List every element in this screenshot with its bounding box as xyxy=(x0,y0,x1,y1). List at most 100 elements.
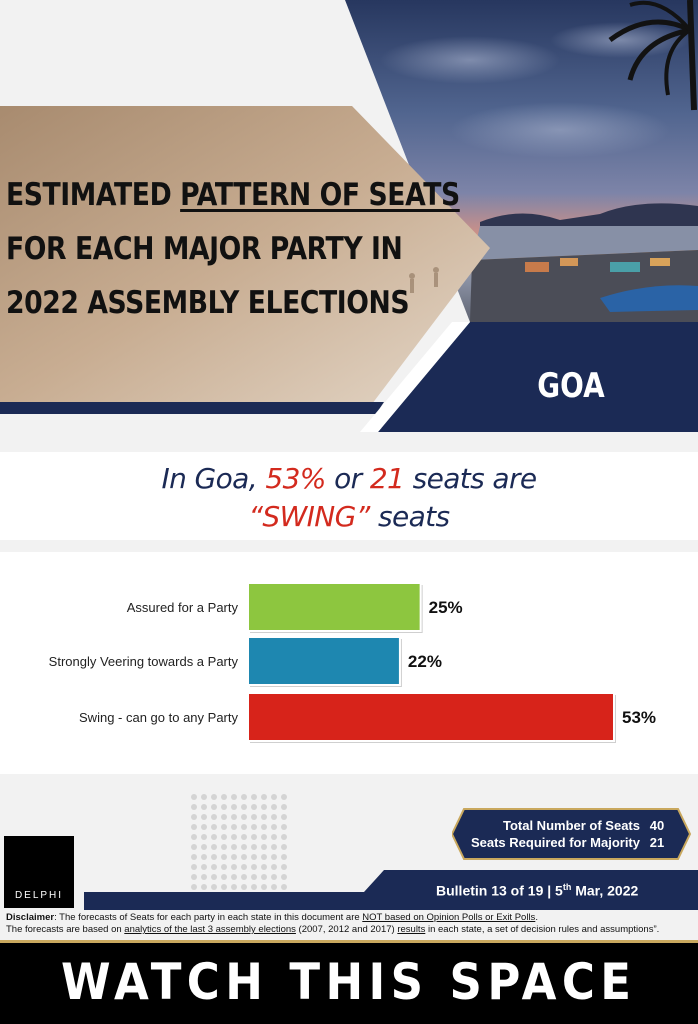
dot xyxy=(211,824,217,830)
dot xyxy=(251,804,257,810)
dot xyxy=(201,844,207,850)
dot xyxy=(201,884,207,890)
delphi-logo: DELPHI xyxy=(4,836,74,908)
total-seats-row: Total Number of Seats 40 xyxy=(452,818,674,833)
dot xyxy=(281,864,287,870)
headline-swing: “SWING” xyxy=(248,500,370,533)
dot xyxy=(211,794,217,800)
bulletin-prefix: Bulletin 13 of 19 | 5 xyxy=(436,882,563,899)
dot xyxy=(281,874,287,880)
dot xyxy=(221,864,227,870)
dot xyxy=(231,834,237,840)
disclaimer-text: : The forecasts of Seats for each party … xyxy=(54,912,363,923)
dot xyxy=(271,794,277,800)
dot xyxy=(211,804,217,810)
watch-this-space-banner: WATCH THIS SPACE xyxy=(0,940,698,1024)
majority-seats-value: 21 xyxy=(649,835,665,850)
title-prefix: ESTIMATED xyxy=(6,177,181,213)
dot xyxy=(261,874,267,880)
dot xyxy=(281,794,287,800)
dot xyxy=(251,824,257,830)
headline-text: seats are xyxy=(404,462,538,495)
dot xyxy=(191,874,197,880)
dot xyxy=(241,824,247,830)
bar-1 xyxy=(247,582,422,632)
dot xyxy=(281,854,287,860)
dot xyxy=(241,854,247,860)
category-label: Assured for a Party xyxy=(127,600,239,615)
dot xyxy=(261,854,267,860)
total-seats-label: Total Number of Seats xyxy=(502,818,640,833)
dot xyxy=(251,874,257,880)
dot xyxy=(221,824,227,830)
dot xyxy=(281,844,287,850)
dot xyxy=(281,884,287,890)
dot xyxy=(191,834,197,840)
dot xyxy=(271,874,277,880)
disclaimer: Disclaimer: The forecasts of Seats for e… xyxy=(6,912,696,936)
dot xyxy=(191,864,197,870)
dot xyxy=(231,864,237,870)
dot xyxy=(251,884,257,890)
banner-text: WATCH THIS SPACE xyxy=(61,953,637,1011)
bulletin-info: Bulletin 13 of 19 | 5th Mar, 2022 xyxy=(436,882,686,899)
dot xyxy=(271,824,277,830)
dot xyxy=(201,814,207,820)
headline-panel: In Goa, 53% or 21 seats are “SWING” seat… xyxy=(0,452,698,540)
dot xyxy=(251,834,257,840)
disclaimer-label: Disclaimer xyxy=(6,912,55,923)
dot xyxy=(261,804,267,810)
seat-summary-box: Total Number of Seats 40 Seats Required … xyxy=(452,808,692,860)
dot xyxy=(281,814,287,820)
dot xyxy=(231,804,237,810)
dot xyxy=(221,844,227,850)
disclaimer-underlined: analytics of the last 3 assembly electio… xyxy=(124,924,296,935)
seat-box-shape xyxy=(452,808,692,860)
total-seats-value: 40 xyxy=(649,818,665,833)
dot xyxy=(221,814,227,820)
dot-pattern xyxy=(191,794,287,890)
page-title: ESTIMATED PATTERN OF SEATS FOR EACH MAJO… xyxy=(6,168,476,330)
dot xyxy=(251,794,257,800)
value-label: 22% xyxy=(408,652,442,671)
dot xyxy=(221,804,227,810)
headline-text: or xyxy=(325,462,370,495)
dot xyxy=(201,824,207,830)
dot xyxy=(211,814,217,820)
dot xyxy=(271,844,277,850)
dot xyxy=(271,884,277,890)
dot xyxy=(241,844,247,850)
dot xyxy=(231,844,237,850)
dot xyxy=(201,854,207,860)
headline-seats: 21 xyxy=(369,462,405,495)
dot xyxy=(241,814,247,820)
dot xyxy=(241,794,247,800)
dot xyxy=(261,834,267,840)
dot xyxy=(231,794,237,800)
bulletin-bar xyxy=(84,870,698,910)
dot xyxy=(241,884,247,890)
dot xyxy=(241,804,247,810)
dot xyxy=(211,884,217,890)
disclaimer-underlined: results xyxy=(397,924,426,935)
title-line-2: FOR EACH MAJOR PARTY IN xyxy=(6,231,403,267)
dot xyxy=(271,834,277,840)
dot xyxy=(251,854,257,860)
disclaimer-text: in each state, a set of decision rules a… xyxy=(425,924,660,935)
dot xyxy=(211,844,217,850)
dot xyxy=(201,874,207,880)
dot xyxy=(261,824,267,830)
state-label: GOA xyxy=(537,366,605,406)
dot xyxy=(281,824,287,830)
title-underlined: PATTERN OF SEATS xyxy=(180,177,460,213)
dot xyxy=(191,884,197,890)
dot xyxy=(191,824,197,830)
bulletin-sup: th xyxy=(562,882,572,892)
headline-percent: 53% xyxy=(265,462,326,495)
dot xyxy=(221,884,227,890)
dot xyxy=(201,794,207,800)
disclaimer-line-2: The forecasts are based on analytics of … xyxy=(6,924,696,936)
seat-pattern-chart: Assured for a Party 25% Strongly Veering t… xyxy=(0,552,698,774)
dot xyxy=(251,814,257,820)
